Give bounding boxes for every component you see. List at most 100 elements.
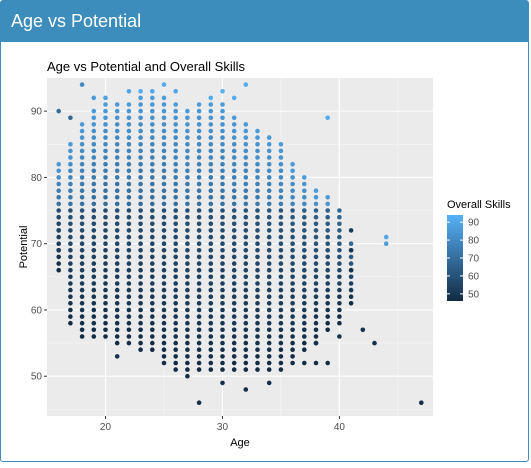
- data-point: [103, 261, 108, 266]
- data-point: [231, 261, 237, 266]
- data-point: [337, 214, 342, 220]
- data-point: [114, 314, 120, 319]
- data-point: [220, 221, 225, 227]
- data-point: [231, 115, 237, 121]
- legend-tick-label: 80: [468, 236, 480, 247]
- data-point: [278, 367, 284, 372]
- data-point: [290, 161, 295, 167]
- data-point: [196, 294, 202, 299]
- data-point: [68, 241, 73, 246]
- data-point: [103, 334, 108, 339]
- data-point: [220, 115, 225, 121]
- data-point: [161, 248, 167, 253]
- data-point: [231, 281, 237, 286]
- data-point: [56, 108, 61, 114]
- data-point: [185, 168, 190, 174]
- data-point: [185, 234, 190, 240]
- data-point: [302, 195, 307, 200]
- data-point: [185, 195, 190, 200]
- data-point: [266, 201, 272, 207]
- data-point: [243, 181, 249, 187]
- data-point: [79, 327, 85, 333]
- data-point: [68, 301, 73, 306]
- data-point: [103, 267, 108, 273]
- data-point: [103, 254, 108, 260]
- data-point: [79, 221, 85, 227]
- data-point: [302, 267, 307, 273]
- data-point: [138, 248, 143, 253]
- data-point: [173, 267, 178, 273]
- data-point: [243, 228, 249, 233]
- data-point: [103, 314, 108, 319]
- data-point: [196, 241, 202, 246]
- data-point: [243, 274, 249, 280]
- x-tick-label: 20: [100, 422, 112, 433]
- data-point: [220, 168, 225, 174]
- data-point: [161, 320, 167, 326]
- data-point: [255, 234, 260, 240]
- data-point: [278, 234, 284, 240]
- data-point: [348, 281, 354, 286]
- data-point: [243, 281, 249, 286]
- data-point: [325, 287, 331, 293]
- data-point: [243, 347, 249, 353]
- data-point: [278, 281, 284, 286]
- data-point: [138, 175, 143, 180]
- data-point: [173, 214, 178, 220]
- data-point: [313, 320, 319, 326]
- data-point: [266, 340, 272, 346]
- data-point: [68, 287, 73, 293]
- data-point: [126, 287, 132, 293]
- data-point: [266, 135, 272, 140]
- data-point: [173, 241, 178, 246]
- legend-tick-label: 70: [468, 254, 480, 265]
- scatter-chart: Age vs Potential and Overall Skills 20 30…: [18, 59, 511, 449]
- data-point: [79, 161, 85, 167]
- data-point: [79, 301, 85, 306]
- data-point: [266, 347, 272, 353]
- data-point: [150, 115, 155, 121]
- data-point: [138, 281, 143, 286]
- data-point: [150, 188, 155, 193]
- data-point: [220, 287, 225, 293]
- data-point: [220, 367, 225, 372]
- data-point: [337, 294, 342, 299]
- data-point: [348, 301, 354, 306]
- data-point: [150, 122, 155, 127]
- data-point: [103, 241, 108, 246]
- data-point: [208, 135, 214, 140]
- data-point: [208, 128, 214, 134]
- data-point: [302, 360, 307, 366]
- data-point: [138, 301, 143, 306]
- data-point: [56, 168, 61, 174]
- data-point: [220, 301, 225, 306]
- data-point: [220, 327, 225, 333]
- data-point: [231, 201, 237, 207]
- data-point: [138, 135, 143, 140]
- data-point: [126, 254, 132, 260]
- data-point: [161, 314, 167, 319]
- data-point: [56, 188, 61, 193]
- data-point: [161, 354, 167, 359]
- data-point: [173, 287, 178, 293]
- data-point: [126, 274, 132, 280]
- data-point: [419, 400, 424, 406]
- data-point: [126, 122, 132, 127]
- data-point: [337, 254, 342, 260]
- data-point: [150, 294, 155, 299]
- data-point: [302, 214, 307, 220]
- data-point: [348, 254, 354, 260]
- data-point: [290, 195, 295, 200]
- data-point: [114, 320, 120, 326]
- data-point: [103, 142, 108, 147]
- data-point: [173, 248, 178, 253]
- data-point: [243, 142, 249, 147]
- data-point: [161, 135, 167, 140]
- data-point: [196, 314, 202, 319]
- data-point: [79, 82, 85, 87]
- data-point: [103, 115, 108, 121]
- data-point: [208, 201, 214, 207]
- data-point: [196, 254, 202, 260]
- data-point: [302, 188, 307, 193]
